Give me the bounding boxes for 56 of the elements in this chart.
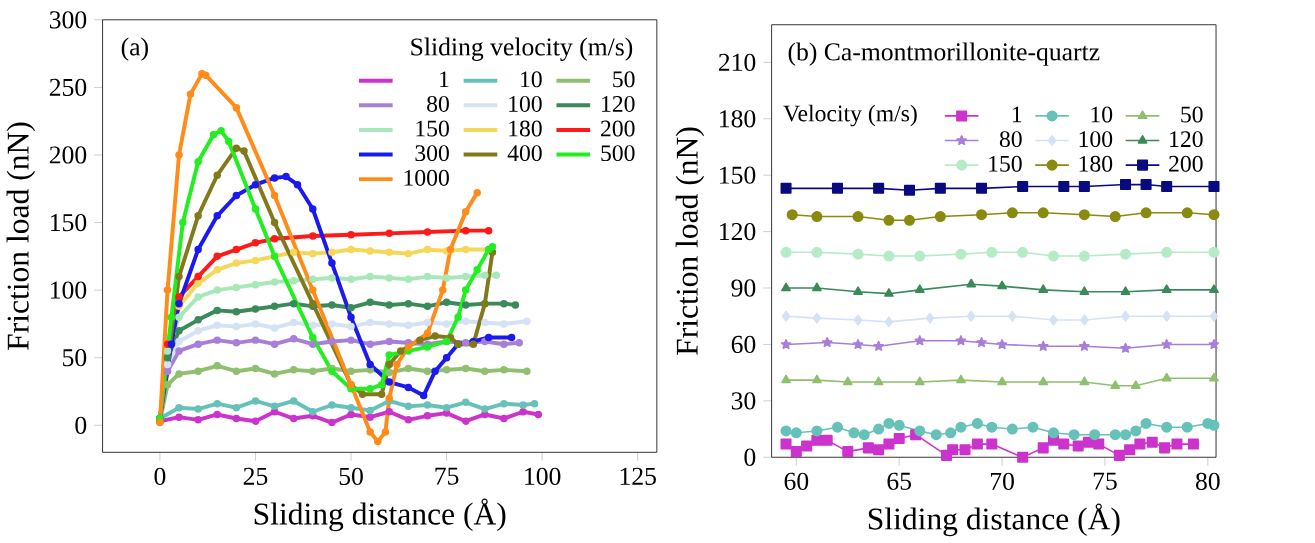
- text: (b) Ca-montmorillonite-quartz: [788, 42, 1100, 66]
- legend-label: 180: [509, 120, 542, 137]
- legend-label: 10: [1091, 106, 1113, 123]
- x-tick-label: 70: [990, 472, 1014, 491]
- y-tick-label: 0: [75, 416, 87, 435]
- legend-label: 10: [521, 71, 542, 88]
- y-tick-label: 180: [720, 110, 756, 128]
- x-tick-label: 80: [1195, 472, 1220, 491]
- x-tick-label: 75: [1093, 472, 1117, 490]
- x-tick-label: 75: [435, 467, 459, 485]
- legend-label: 1000: [404, 169, 449, 186]
- legend-label: 50: [1181, 106, 1203, 123]
- x-tick-label: 50: [339, 467, 363, 486]
- y-tick-label: 100: [50, 281, 87, 299]
- x-tick-label: 60: [784, 472, 809, 491]
- legend-label: 180: [1079, 155, 1113, 172]
- y-axis-title: Friction load (nN): [675, 127, 705, 356]
- legend-label: 400: [507, 145, 542, 162]
- legend-label: 1: [440, 71, 449, 88]
- legend-label: 200: [1169, 155, 1203, 172]
- legend-label: 300: [415, 145, 449, 162]
- text: (a): [121, 37, 148, 61]
- legend-label: 50: [613, 71, 635, 88]
- legend-label: 150: [989, 155, 1022, 172]
- x-axis-title: Sliding distance (Å): [868, 503, 1120, 537]
- y-axis-title: Friction load (nN): [6, 122, 36, 351]
- y-tick-label: 60: [731, 335, 756, 354]
- legend-label: 80: [427, 96, 449, 113]
- y-tick-label: 150: [50, 214, 87, 232]
- legend-label: 120: [1170, 131, 1203, 148]
- x-tick-label: 65: [887, 472, 912, 490]
- legend-label: 500: [601, 145, 635, 162]
- legend-label: 100: [509, 96, 542, 113]
- x-tick-label: 100: [525, 467, 561, 486]
- legend-title: Velocity (m/s): [783, 104, 917, 127]
- legend-label: 80: [999, 131, 1022, 148]
- y-tick-label: 0: [744, 448, 756, 467]
- y-tick-label: 50: [63, 349, 87, 367]
- legend-label: 100: [1079, 131, 1113, 148]
- x-tick-label: 0: [154, 467, 166, 486]
- x-axis-title: Sliding distance (Å): [254, 498, 506, 532]
- y-tick-label: 120: [720, 223, 756, 241]
- y-tick-label: 150: [720, 166, 756, 184]
- y-tick-label: 30: [731, 392, 756, 410]
- y-tick-label: 200: [49, 146, 87, 164]
- x-tick-label: 25: [243, 467, 268, 486]
- legend-label: 200: [601, 120, 635, 137]
- legend-label: 120: [602, 96, 635, 113]
- legend-label: 150: [416, 120, 449, 137]
- legend-label: 1: [1012, 106, 1022, 123]
- y-tick-label: 210: [718, 53, 756, 72]
- y-tick-label: 90: [731, 279, 756, 297]
- y-tick-label: 250: [49, 78, 87, 97]
- legend-title: Sliding velocity (m/s): [411, 37, 633, 62]
- y-tick-label: 300: [49, 11, 87, 29]
- x-tick-label: 125: [620, 467, 656, 486]
